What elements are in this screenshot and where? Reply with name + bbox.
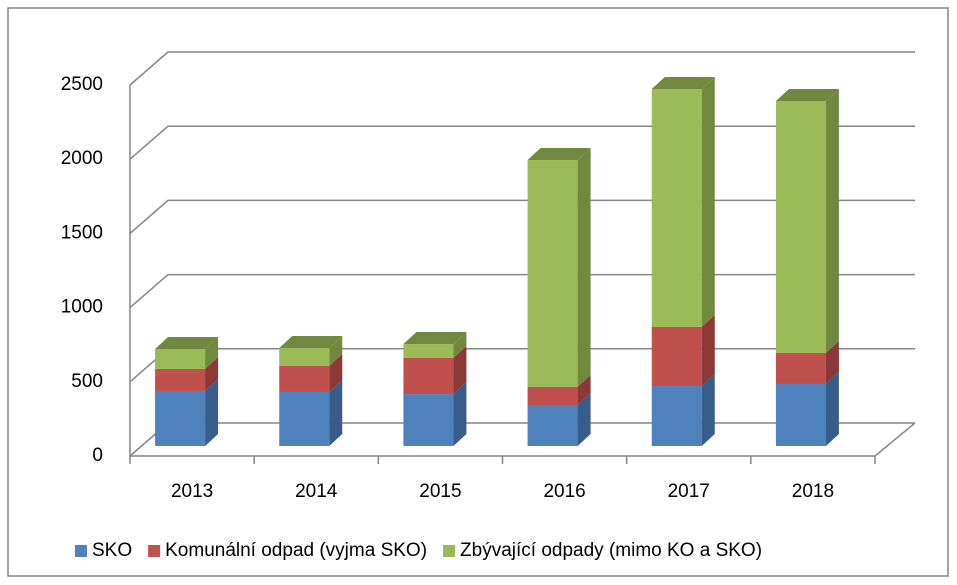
y-tick-label: 1500 — [61, 222, 103, 243]
bar — [775, 383, 826, 446]
bar-top — [651, 76, 715, 89]
bar-side — [205, 336, 219, 369]
bar — [651, 326, 702, 387]
y-tick-label: 2000 — [61, 148, 103, 169]
x-tick-label: 2015 — [419, 481, 461, 502]
bar — [403, 394, 454, 446]
bar-side — [701, 374, 715, 446]
y-tick-label: 0 — [92, 445, 103, 466]
x-tick-label: 2014 — [295, 481, 338, 502]
bar — [279, 366, 330, 392]
bar-side — [825, 371, 839, 446]
legend-label: Zbývající odpady (mimo KO a SKO) — [460, 540, 762, 561]
x-tick-label: 2018 — [792, 481, 834, 502]
legend-swatch — [75, 545, 87, 557]
grid-line — [129, 51, 915, 86]
bar — [651, 386, 702, 446]
bar-top — [775, 88, 839, 101]
bar-side — [453, 332, 467, 358]
bar — [155, 390, 206, 446]
bar — [403, 357, 454, 395]
bar-side — [329, 336, 343, 367]
bar — [527, 386, 578, 406]
bar — [403, 344, 454, 358]
bar-side — [329, 379, 343, 446]
legend-label: Komunální odpad (vyjma SKO) — [165, 540, 427, 561]
bar-side — [701, 76, 715, 327]
bar-top — [527, 148, 591, 161]
bar — [651, 88, 702, 327]
legend-swatch — [443, 545, 456, 557]
bar — [155, 348, 206, 369]
bar-side — [577, 148, 591, 387]
bar — [527, 405, 578, 446]
bar — [279, 348, 330, 367]
x-tick-label: 2016 — [543, 481, 585, 502]
bar — [775, 100, 826, 353]
bar — [279, 391, 330, 446]
bar-side — [453, 382, 467, 446]
bar-side — [205, 378, 219, 446]
legend-label: SKO — [92, 540, 132, 561]
bar-top — [403, 332, 467, 345]
bar — [775, 352, 826, 384]
x-tick-label: 2013 — [171, 481, 213, 502]
bar-side — [205, 356, 219, 391]
bar-side — [701, 314, 715, 387]
bar — [527, 160, 578, 387]
x-tick-label: 2017 — [668, 481, 710, 502]
bar-side — [577, 374, 591, 406]
y-tick-label: 2500 — [61, 74, 103, 95]
bar-side — [825, 88, 839, 353]
y-tick-label: 500 — [71, 371, 103, 392]
bar-side — [453, 345, 467, 395]
bar-side — [329, 354, 343, 392]
bar-top — [279, 336, 343, 349]
bar — [155, 368, 206, 391]
bar-top — [155, 336, 219, 349]
y-tick-label: 1000 — [61, 297, 103, 318]
bar-side — [577, 393, 591, 446]
bar-side — [825, 340, 839, 384]
legend-swatch — [148, 545, 161, 557]
